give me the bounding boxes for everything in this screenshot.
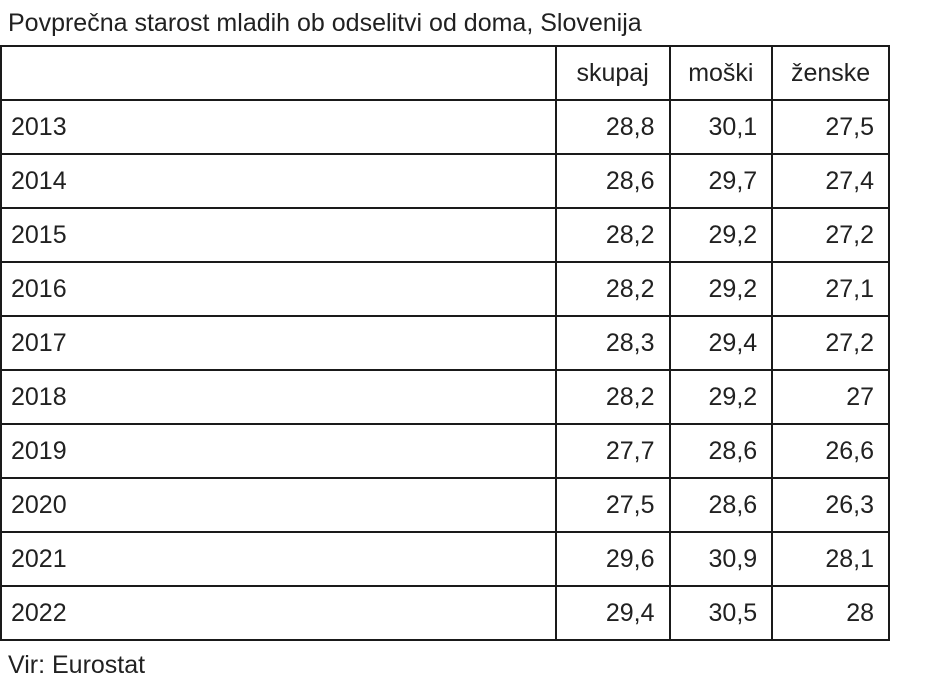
zenske-cell: 27,1 bbox=[771, 261, 890, 317]
table-title: Povprečna starost mladih ob odselitvi od… bbox=[8, 9, 642, 37]
header-moski: moški bbox=[668, 45, 774, 101]
skupaj-cell: 28,2 bbox=[554, 261, 671, 317]
zenske-cell: 26,6 bbox=[771, 423, 890, 479]
zenske-cell: 26,3 bbox=[771, 477, 890, 533]
table-row: 2018 28,2 29,2 27 bbox=[0, 369, 890, 425]
moski-cell: 30,9 bbox=[668, 531, 774, 587]
table-row: 2022 29,4 30,5 28 bbox=[0, 585, 890, 641]
table-row: 2017 28,3 29,4 27,2 bbox=[0, 315, 890, 371]
skupaj-cell: 28,6 bbox=[554, 153, 671, 209]
table-body: 2013 28,8 30,1 27,5 2014 28,6 29,7 27,4 2015 28,2… bbox=[0, 99, 890, 641]
table-row: 2019 27,7 28,6 26,6 bbox=[0, 423, 890, 479]
header-corner-cell bbox=[0, 45, 557, 101]
data-table: skupaj moški ženske 2013 28,8 30,1 27,5 2014… bbox=[0, 45, 890, 641]
moski-cell: 29,7 bbox=[668, 153, 774, 209]
year-cell: 2019 bbox=[0, 423, 557, 479]
skupaj-cell: 27,5 bbox=[554, 477, 671, 533]
header-row: skupaj moški ženske bbox=[0, 45, 890, 101]
year-cell: 2015 bbox=[0, 207, 557, 263]
table-row: 2015 28,2 29,2 27,2 bbox=[0, 207, 890, 263]
skupaj-cell: 28,8 bbox=[554, 99, 671, 155]
moski-cell: 29,4 bbox=[668, 315, 774, 371]
zenske-cell: 27,2 bbox=[771, 315, 890, 371]
skupaj-cell: 29,6 bbox=[554, 531, 671, 587]
table-row: 2014 28,6 29,7 27,4 bbox=[0, 153, 890, 209]
skupaj-cell: 27,7 bbox=[554, 423, 671, 479]
zenske-cell: 28,1 bbox=[771, 531, 890, 587]
moski-cell: 28,6 bbox=[668, 477, 774, 533]
moski-cell: 29,2 bbox=[668, 207, 774, 263]
year-cell: 2013 bbox=[0, 99, 557, 155]
year-cell: 2020 bbox=[0, 477, 557, 533]
header-zenske: ženske bbox=[771, 45, 890, 101]
skupaj-cell: 28,3 bbox=[554, 315, 671, 371]
zenske-cell: 28 bbox=[771, 585, 890, 641]
year-cell: 2018 bbox=[0, 369, 557, 425]
zenske-cell: 27,2 bbox=[771, 207, 890, 263]
year-cell: 2021 bbox=[0, 531, 557, 587]
zenske-cell: 27,5 bbox=[771, 99, 890, 155]
skupaj-cell: 28,2 bbox=[554, 207, 671, 263]
table-row: 2020 27,5 28,6 26,3 bbox=[0, 477, 890, 533]
year-cell: 2016 bbox=[0, 261, 557, 317]
skupaj-cell: 29,4 bbox=[554, 585, 671, 641]
moski-cell: 28,6 bbox=[668, 423, 774, 479]
year-cell: 2017 bbox=[0, 315, 557, 371]
moski-cell: 30,1 bbox=[668, 99, 774, 155]
table-row: 2013 28,8 30,1 27,5 bbox=[0, 99, 890, 155]
table-row: 2016 28,2 29,2 27,1 bbox=[0, 261, 890, 317]
moski-cell: 29,2 bbox=[668, 261, 774, 317]
year-cell: 2014 bbox=[0, 153, 557, 209]
moski-cell: 29,2 bbox=[668, 369, 774, 425]
header-skupaj: skupaj bbox=[554, 45, 671, 101]
zenske-cell: 27 bbox=[771, 369, 890, 425]
zenske-cell: 27,4 bbox=[771, 153, 890, 209]
source-note: Vir: Eurostat bbox=[8, 651, 146, 679]
year-cell: 2022 bbox=[0, 585, 557, 641]
moski-cell: 30,5 bbox=[668, 585, 774, 641]
skupaj-cell: 28,2 bbox=[554, 369, 671, 425]
table-row: 2021 29,6 30,9 28,1 bbox=[0, 531, 890, 587]
